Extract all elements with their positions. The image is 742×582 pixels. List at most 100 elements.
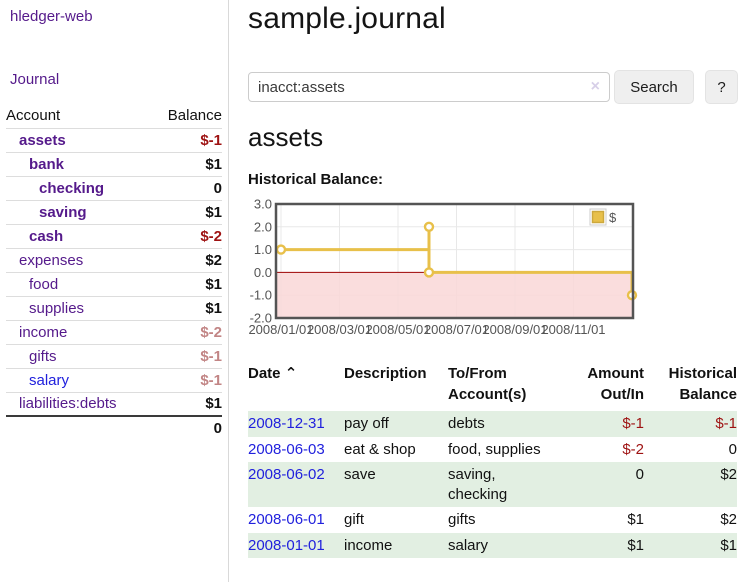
register-balance: $-1 bbox=[715, 415, 737, 433]
search-input[interactable] bbox=[248, 72, 610, 102]
x-tick: 2008/03/01 bbox=[307, 322, 372, 337]
table-row: 2008-12-31 pay off debts $-1 $-1 bbox=[248, 411, 737, 437]
balance-chart: $ 3.0 2.0 1.0 0.0 -1.0 -2.0 2008/01/01 2… bbox=[243, 197, 641, 342]
account-name-expenses[interactable]: expenses bbox=[6, 248, 151, 273]
legend-label: $ bbox=[609, 210, 617, 225]
account-name-cash[interactable]: cash bbox=[6, 224, 151, 249]
y-tick: 0.0 bbox=[254, 265, 272, 280]
x-axis-labels: 2008/01/01 2008/03/01 2008/05/01 2008/07… bbox=[248, 322, 605, 337]
account-name-salary[interactable]: salary bbox=[6, 368, 151, 393]
account-heading: assets bbox=[248, 122, 324, 152]
accounts-header-row: Account Balance bbox=[6, 104, 222, 129]
register-description: eat & shop bbox=[344, 440, 416, 458]
register-description: gift bbox=[344, 511, 365, 529]
page-title: sample.journal bbox=[248, 2, 446, 35]
brand-link[interactable]: hledger-web bbox=[10, 8, 93, 25]
register-amount: $1 bbox=[627, 536, 644, 554]
register-header-accounts: To/From Account(s) bbox=[448, 365, 527, 403]
account-name-gifts[interactable]: gifts bbox=[6, 344, 151, 369]
main-content: sample.journal × Search ? assets Histori… bbox=[248, 0, 742, 582]
register-date: 2008-06-02 bbox=[248, 462, 344, 507]
table-row: 2008-01-01 income salary $1 $1 bbox=[248, 532, 737, 559]
account-name-liabilities-debts[interactable]: liabilities:debts bbox=[6, 392, 151, 417]
accounts-total-value: 0 bbox=[150, 415, 222, 440]
register-date: 2008-12-31 bbox=[248, 411, 344, 437]
account-name-supplies[interactable]: supplies bbox=[6, 296, 151, 321]
account-name-saving[interactable]: saving bbox=[6, 200, 151, 225]
account-name-bank[interactable]: bank bbox=[6, 152, 151, 177]
table-row: liabilities:debts $1 bbox=[6, 392, 222, 417]
register-accounts: food, supplies bbox=[448, 440, 541, 458]
table-row: cash $-2 bbox=[6, 224, 222, 249]
account-balance: $-2 bbox=[150, 224, 222, 249]
register-amount: 0 bbox=[635, 466, 644, 484]
register-description: pay off bbox=[344, 415, 389, 433]
register-date-link[interactable]: 2008-01-01 bbox=[248, 536, 325, 554]
table-row: expenses $2 bbox=[6, 248, 222, 273]
x-tick: 2008/11/01 bbox=[541, 322, 605, 337]
register-accounts: gifts bbox=[448, 511, 476, 529]
register-description: income bbox=[344, 536, 393, 554]
register-amount: $-1 bbox=[622, 415, 644, 433]
account-balance: $1 bbox=[150, 200, 222, 225]
register-date: 2008-06-01 bbox=[248, 507, 344, 533]
register-header-description: Description bbox=[344, 365, 427, 382]
register-date-link[interactable]: 2008-12-31 bbox=[248, 415, 325, 433]
account-name-checking[interactable]: checking bbox=[6, 176, 151, 201]
x-tick: 2008/09/01 bbox=[482, 322, 547, 337]
table-row: food $1 bbox=[6, 272, 222, 297]
account-name-income[interactable]: income bbox=[6, 320, 151, 345]
table-row: 2008-06-01 gift gifts $1 $2 bbox=[248, 507, 737, 533]
table-row: 2008-06-02 save saving, checking 0 $2 bbox=[248, 462, 737, 508]
account-name-food[interactable]: food bbox=[6, 272, 151, 297]
register-header-date[interactable]: Date ⌃ bbox=[248, 365, 298, 382]
register-amount: $-2 bbox=[622, 440, 644, 458]
register-accounts: salary bbox=[448, 536, 489, 554]
sidebar-item-journal[interactable]: Journal bbox=[10, 71, 60, 88]
register-date-link[interactable]: 2008-06-03 bbox=[248, 440, 325, 458]
account-balance: $-1 bbox=[150, 368, 222, 393]
y-tick: 2.0 bbox=[254, 219, 272, 234]
register-table: Date ⌃ Description To/From Account(s) Am… bbox=[248, 362, 737, 559]
account-balance: 0 bbox=[150, 176, 222, 201]
table-row: assets $-1 bbox=[6, 128, 222, 153]
chart-title: Historical Balance: bbox=[248, 171, 384, 188]
table-row: salary $-1 bbox=[6, 368, 222, 393]
table-row: gifts $-1 bbox=[6, 344, 222, 369]
register-accounts: debts bbox=[448, 415, 485, 433]
search-input-wrap: × bbox=[248, 72, 610, 102]
search-button[interactable]: Search bbox=[614, 70, 694, 104]
help-button[interactable]: ? bbox=[705, 70, 738, 104]
register-amount: $1 bbox=[627, 511, 644, 529]
chart-legend: $ bbox=[589, 208, 617, 226]
y-tick: 1.0 bbox=[254, 242, 272, 257]
account-balance: $2 bbox=[150, 248, 222, 273]
table-row: supplies $1 bbox=[6, 296, 222, 321]
chart-frame bbox=[274, 202, 635, 320]
register-description: save bbox=[344, 466, 376, 484]
accounts-total-row: 0 bbox=[6, 415, 222, 440]
x-tick: 2008/01/01 bbox=[248, 322, 313, 337]
y-tick: -1.0 bbox=[250, 288, 272, 303]
table-row: bank $1 bbox=[6, 152, 222, 177]
x-tick: 2008/05/01 bbox=[365, 322, 430, 337]
register-header-amount: Amount Out/In bbox=[587, 365, 644, 403]
accounts-total-spacer bbox=[6, 415, 151, 440]
y-axis-labels: 3.0 2.0 1.0 0.0 -1.0 -2.0 bbox=[250, 197, 272, 326]
register-balance: $1 bbox=[720, 536, 737, 554]
balance-chart-svg: $ 3.0 2.0 1.0 0.0 -1.0 -2.0 2008/01/01 2… bbox=[248, 197, 638, 337]
register-header-row: Date ⌃ Description To/From Account(s) Am… bbox=[248, 362, 737, 411]
accounts-header-account: Account bbox=[6, 104, 151, 129]
account-balance: $-1 bbox=[150, 128, 222, 153]
clear-search-icon[interactable]: × bbox=[590, 78, 600, 95]
y-tick: 3.0 bbox=[254, 198, 272, 212]
sort-asc-icon: ⌃ bbox=[284, 365, 298, 382]
register-balance: $2 bbox=[720, 466, 737, 484]
account-name-assets[interactable]: assets bbox=[6, 128, 151, 153]
account-balance: $-1 bbox=[150, 344, 222, 369]
register-date: 2008-06-03 bbox=[248, 437, 344, 463]
account-balance: $1 bbox=[150, 296, 222, 321]
register-date-link[interactable]: 2008-06-02 bbox=[248, 466, 325, 484]
account-balance: $1 bbox=[150, 392, 222, 417]
register-date-link[interactable]: 2008-06-01 bbox=[248, 511, 325, 529]
